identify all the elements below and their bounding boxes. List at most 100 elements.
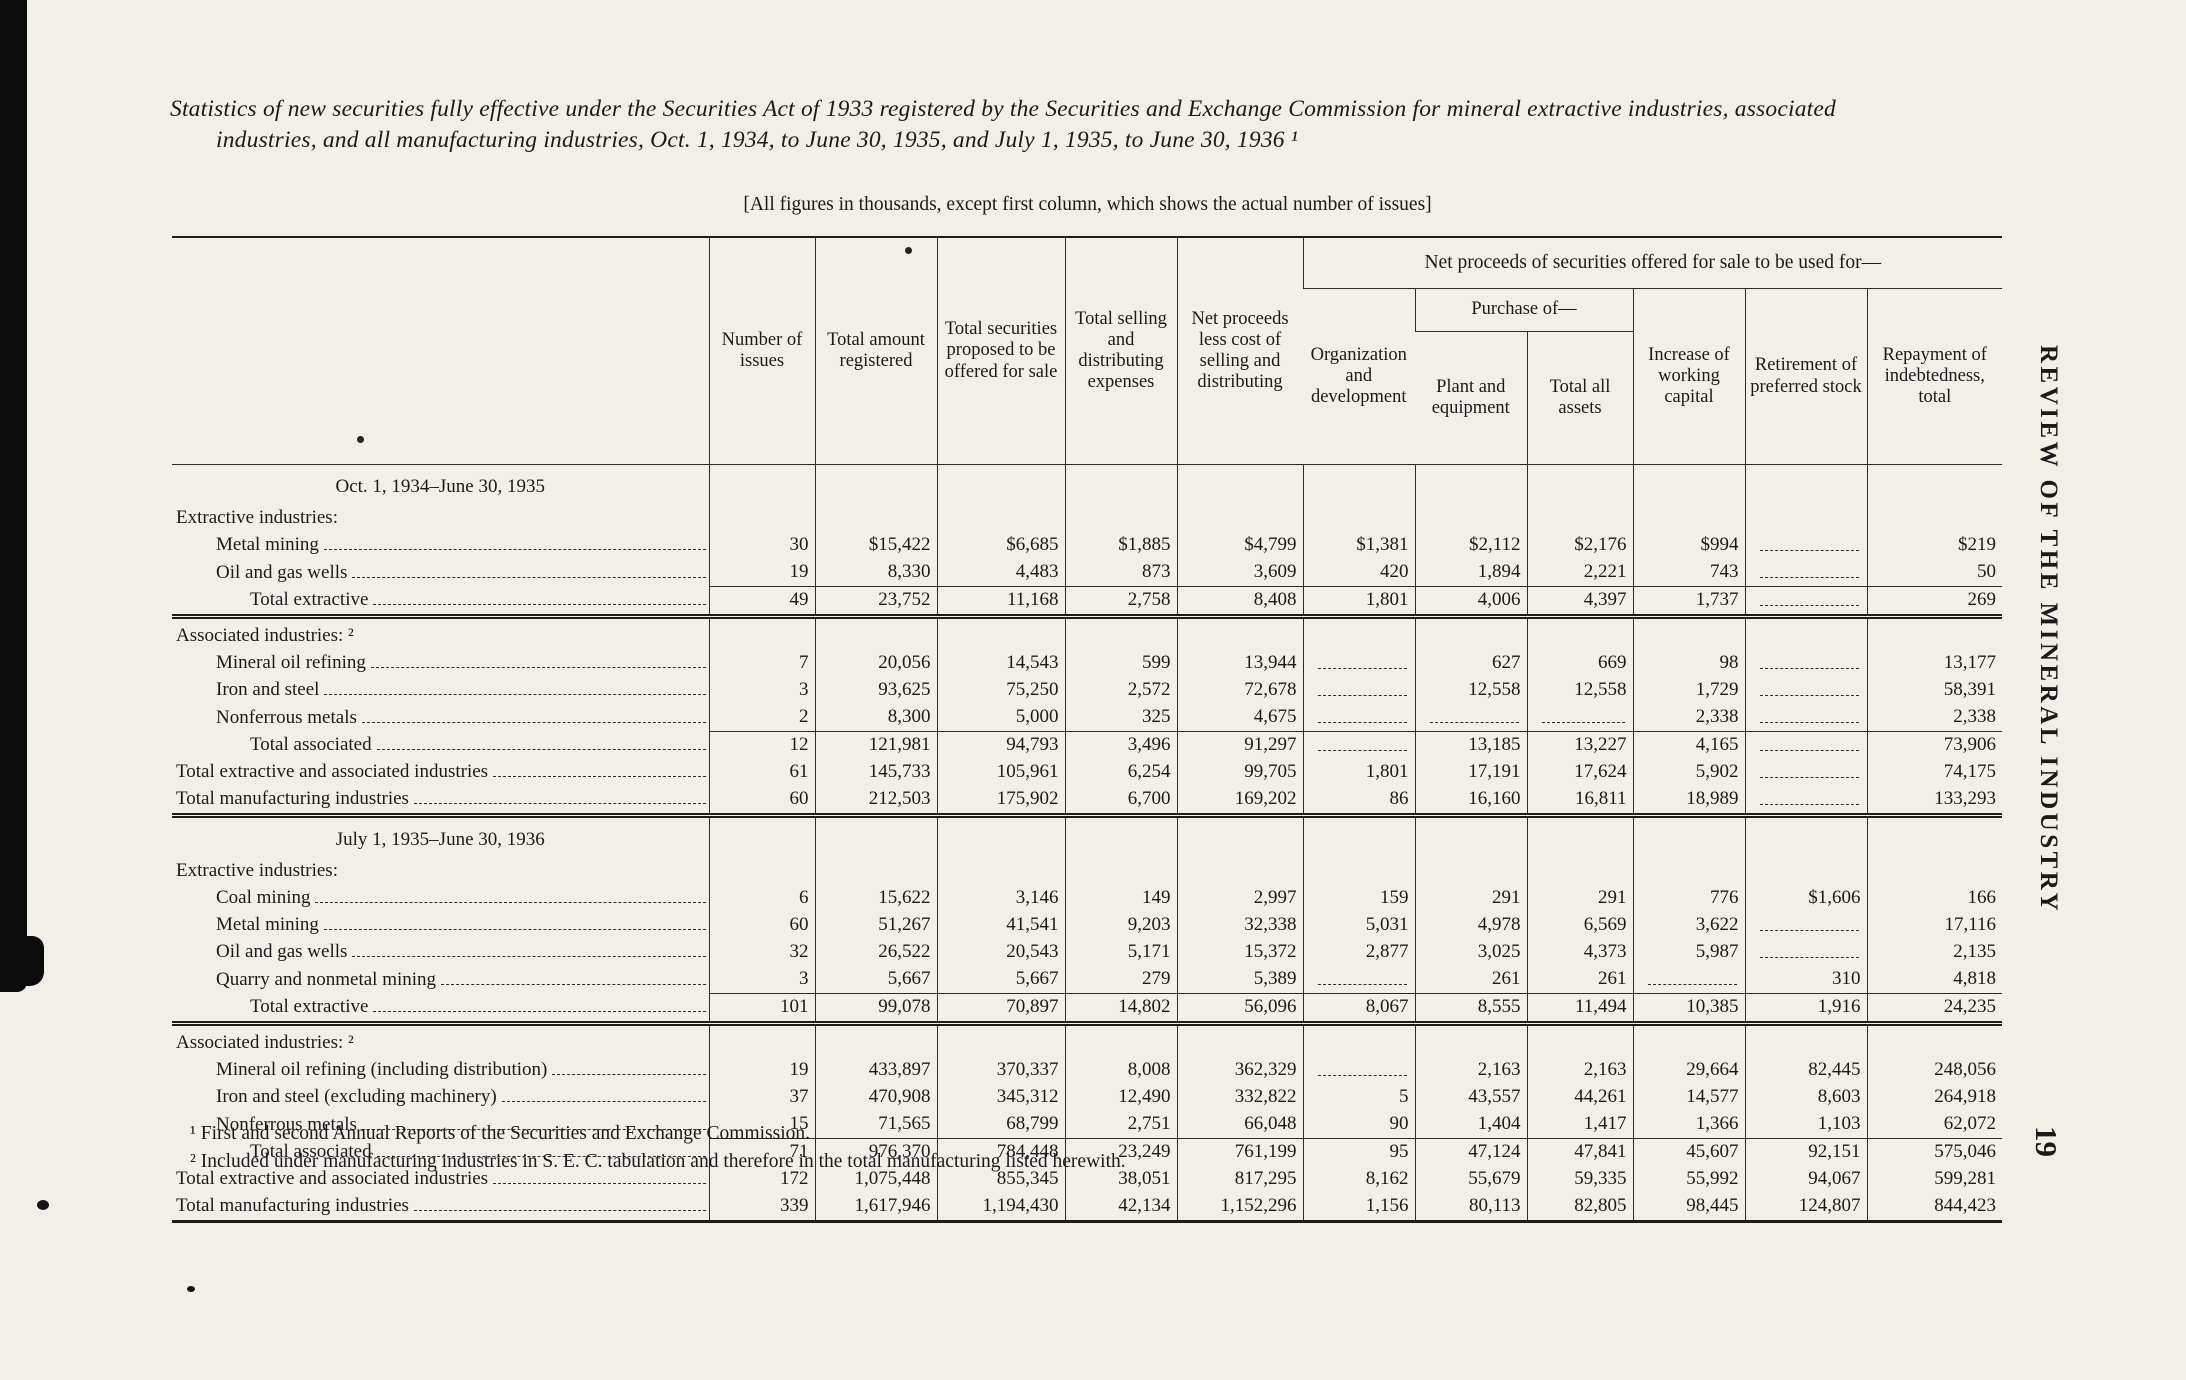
data-cell: 60: [708, 912, 815, 939]
data-cell: 5: [1302, 1084, 1415, 1111]
col-header-total-securities-offered: Total securities proposed to be offered …: [936, 237, 1065, 465]
table-row: Total manufacturing industries 60 212,503 1…: [172, 786, 2003, 818]
data-cell: 5,000: [936, 704, 1065, 732]
data-cell: 291: [1414, 885, 1527, 912]
data-cell: 82,445: [1744, 1057, 1867, 1084]
blank-cell-leader: [1759, 749, 1859, 751]
data-cell: $6,685: [936, 532, 1065, 559]
data-cell: 1,366: [1632, 1111, 1745, 1139]
dot-leader: [323, 549, 706, 550]
data-cell: 264,918: [1866, 1084, 2003, 1111]
data-cell: 212,503: [814, 786, 937, 818]
data-cell: 19: [708, 1057, 815, 1084]
data-cell: [1064, 616, 1177, 650]
table-row: Extractive industries:: [172, 854, 2003, 885]
statistics-table-wrap: Number of issues Total amount registered…: [172, 236, 2003, 1223]
data-cell: 1,075,448: [814, 1166, 937, 1193]
data-cell: 2,997: [1176, 885, 1303, 912]
data-cell: 3,146: [936, 885, 1065, 912]
data-cell: 13,227: [1526, 731, 1633, 759]
table-row: Total extractive 101 99,078 70,897 14,802 56,…: [172, 993, 2003, 1026]
data-cell: 599: [1064, 650, 1177, 677]
data-cell: 55,679: [1414, 1166, 1527, 1193]
data-cell: 15: [708, 1111, 815, 1139]
data-cell: 4,397: [1526, 586, 1633, 619]
data-cell: 743: [1632, 559, 1745, 587]
data-cell: [1176, 464, 1303, 501]
dot-leader: [441, 983, 706, 985]
data-cell: 279: [1064, 966, 1177, 994]
data-cell: 3: [708, 677, 815, 704]
data-cell: [1744, 939, 1867, 966]
dot-leader: [552, 1074, 706, 1075]
data-cell: [708, 501, 815, 532]
data-cell: [1414, 501, 1527, 532]
data-cell: [1414, 1023, 1527, 1057]
data-cell: 1,916: [1744, 993, 1867, 1026]
data-cell: 17,116: [1866, 912, 2003, 939]
data-cell: 17,624: [1526, 759, 1633, 786]
table-row: Nonferrous metals 2 8,300 5,000 325 4,675 2,33…: [172, 704, 2003, 732]
data-cell: [1744, 759, 1867, 786]
footnote-1: ¹ First and second Annual Reports of the…: [190, 1123, 811, 1144]
data-cell: 13,944: [1176, 650, 1303, 677]
data-cell: 855,345: [936, 1166, 1065, 1193]
dot-leader: [493, 1183, 706, 1184]
dot-leader: [413, 1210, 706, 1211]
data-cell: 175,902: [936, 786, 1065, 818]
dot-leader: [373, 1011, 706, 1012]
data-cell: 6,254: [1064, 759, 1177, 786]
row-label: Total extractive and associated industri…: [172, 1166, 709, 1193]
row-label: Quarry and nonmetal mining: [172, 966, 709, 994]
data-cell: [936, 501, 1065, 532]
dot-leader: [323, 929, 706, 930]
data-cell: 121,981: [814, 731, 937, 759]
table-header: Number of issues Total amount registered…: [172, 237, 2003, 465]
data-cell: 10,385: [1632, 993, 1745, 1026]
data-cell: [1744, 464, 1867, 501]
data-cell: 42,134: [1064, 1193, 1177, 1223]
data-cell: 59,335: [1526, 1166, 1633, 1193]
row-label: Total associated: [172, 732, 709, 760]
data-cell: 74,175: [1866, 759, 2003, 786]
data-cell: 1,152,296: [1176, 1193, 1303, 1223]
data-cell: 776: [1632, 885, 1745, 912]
data-cell: 13,177: [1866, 650, 2003, 677]
blank-cell-leader: [1759, 694, 1859, 696]
col-header-retirement-preferred-stock: Retirement of preferred stock: [1744, 288, 1867, 465]
table-row: Oil and gas wells 32 26,522 20,543 5,171 15,3…: [172, 939, 2003, 966]
data-cell: [814, 854, 937, 885]
data-cell: 145,733: [814, 759, 937, 786]
data-cell: 73,906: [1866, 731, 2003, 759]
data-cell: 844,423: [1866, 1193, 2003, 1223]
data-cell: 56,096: [1176, 993, 1303, 1026]
data-cell: [1302, 815, 1415, 854]
row-label: Total manufacturing industries: [172, 786, 709, 818]
data-cell: [1632, 854, 1745, 885]
table-row: Mineral oil refining 7 20,056 14,543 599 13,9…: [172, 650, 2003, 677]
data-cell: 71,565: [814, 1111, 937, 1139]
data-cell: [1744, 501, 1867, 532]
data-cell: 420: [1302, 559, 1415, 587]
col-header-total-all-assets: Total all assets: [1526, 331, 1633, 465]
data-cell: 310: [1744, 966, 1867, 994]
data-cell: 72,678: [1176, 677, 1303, 704]
data-cell: $4,799: [1176, 532, 1303, 559]
data-cell: 23,249: [1064, 1138, 1177, 1166]
data-cell: [1866, 854, 2003, 885]
data-cell: 5,667: [936, 966, 1065, 994]
data-cell: 4,483: [936, 559, 1065, 587]
data-cell: 51,267: [814, 912, 937, 939]
data-cell: 14,543: [936, 650, 1065, 677]
row-label: Nonferrous metals: [172, 1111, 709, 1139]
data-cell: [1414, 815, 1527, 854]
data-cell: [1744, 559, 1867, 587]
data-cell: [1414, 854, 1527, 885]
data-cell: 66,048: [1176, 1111, 1303, 1139]
data-cell: 339: [708, 1193, 815, 1223]
data-cell: 345,312: [936, 1084, 1065, 1111]
data-cell: 32: [708, 939, 815, 966]
dot-leader: [324, 694, 706, 695]
data-cell: 101: [708, 993, 815, 1026]
data-cell: 5,667: [814, 966, 937, 994]
